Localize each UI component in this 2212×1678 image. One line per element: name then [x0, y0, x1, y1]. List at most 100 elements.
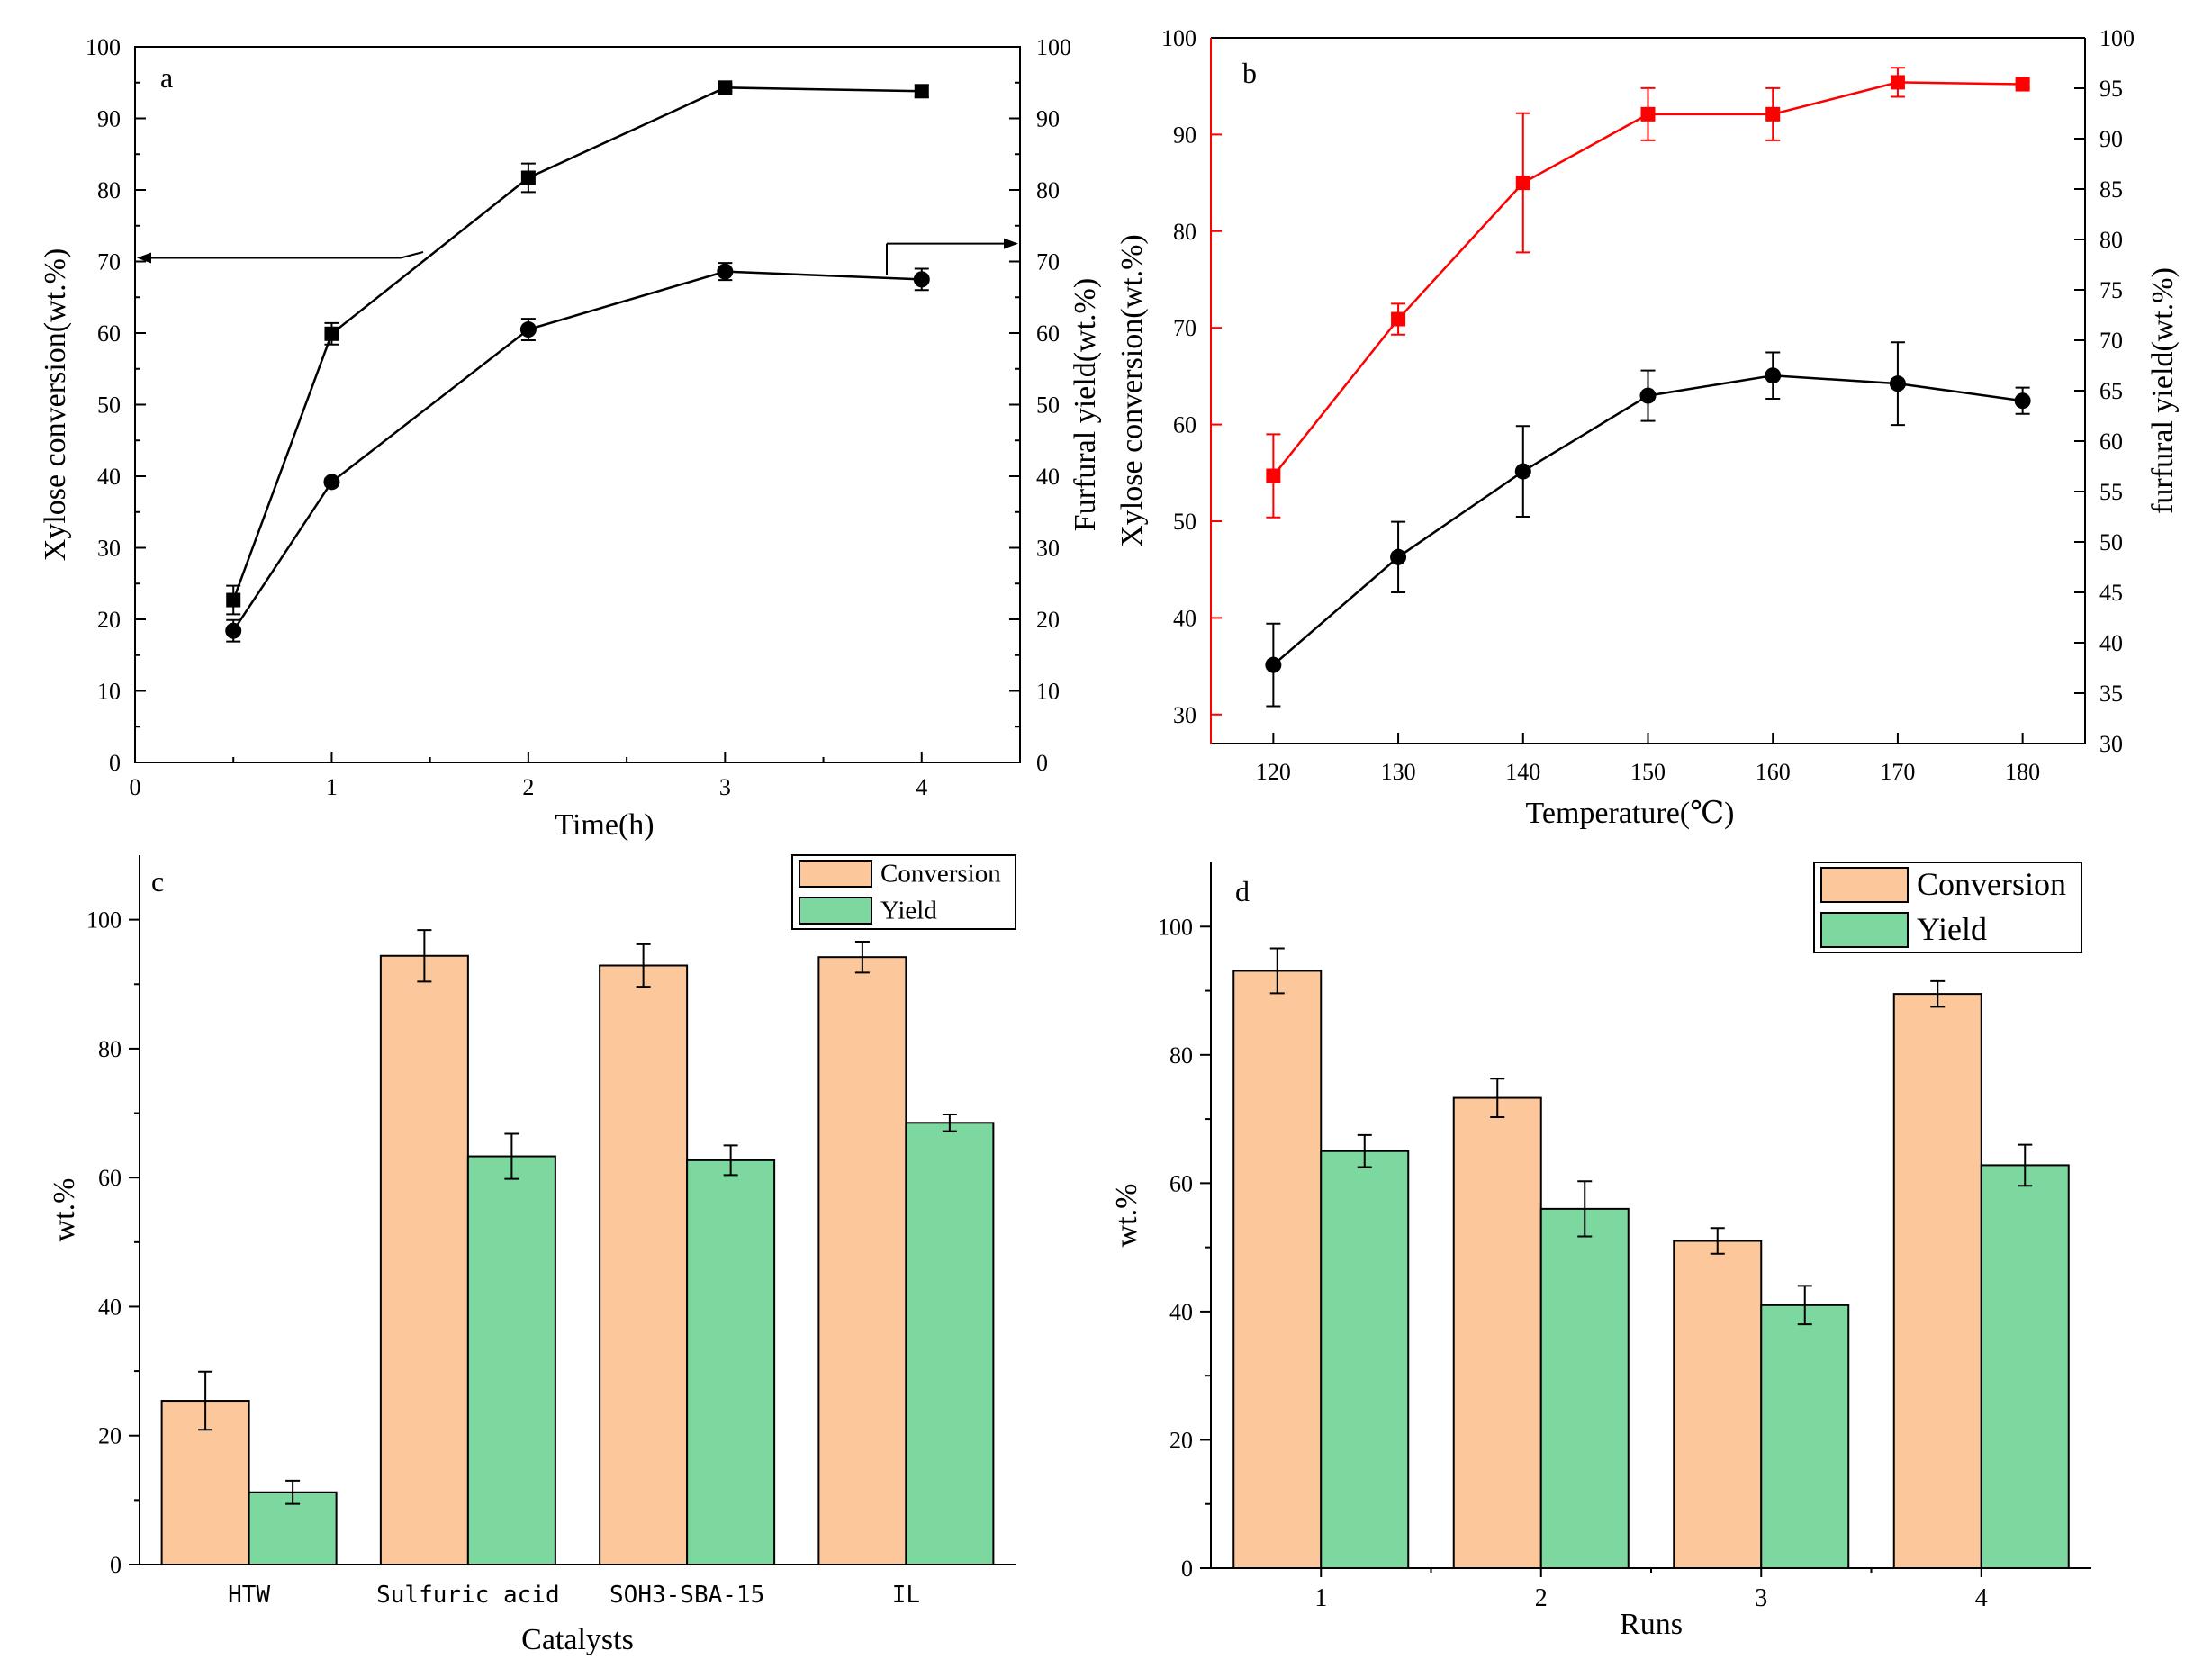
panel-b-left-tick-label: 100 — [1161, 25, 1196, 51]
panel-b-data-point — [1514, 463, 1531, 480]
panel-a-right-tick-label: 70 — [1036, 249, 1060, 275]
panel-a-right-tick-label: 20 — [1036, 607, 1060, 633]
panel-a-right-tick-label: 50 — [1036, 392, 1060, 419]
panel-b-right-tick-label: 80 — [2099, 227, 2123, 253]
panel-d-y-tick-label: 20 — [1169, 1427, 1193, 1453]
panel-b-right-tick-label: 60 — [2099, 429, 2123, 455]
panel-a-left-tick-label: 40 — [97, 464, 121, 490]
panel-b-right-tick-label: 90 — [2099, 126, 2123, 152]
panel-a-data-point — [914, 84, 929, 99]
panel-d-legend-swatch — [1820, 867, 1909, 903]
panel-a-right-axis-title: Furfural yield(wt.%) — [1069, 278, 1102, 531]
panel-b-data-point — [1640, 106, 1656, 122]
panel-a-right-tick-label: 0 — [1036, 750, 1048, 776]
panel-b-x-tick-label: 130 — [1381, 759, 1416, 785]
panel-b-data-point — [1890, 75, 1905, 90]
panel-b-right-axis-title: furfural yield(wt.%) — [2146, 267, 2180, 514]
panel-b-right-tick-label: 40 — [2099, 630, 2123, 656]
panel-a-right-tick-label: 10 — [1036, 679, 1060, 705]
panel-b-data-point — [1765, 106, 1781, 122]
panel-b-x-tick-label: 180 — [2005, 759, 2040, 785]
panel-d-y-tick-label: 80 — [1169, 1042, 1193, 1069]
panel-a-right-tick-label: 90 — [1036, 106, 1060, 132]
panel-b-left-tick-label: 70 — [1173, 315, 1196, 341]
panel-a-data-point — [323, 474, 340, 491]
panel-c-legend-swatch — [799, 897, 872, 925]
panel-a-data-point — [913, 271, 930, 288]
panel-b-left-tick-label: 40 — [1173, 605, 1196, 631]
panel-b-right-tick-label: 85 — [2099, 176, 2123, 203]
panel-a-x-tick-label: 3 — [719, 774, 731, 800]
panel-d-category-label: 3 — [1755, 1584, 1767, 1612]
panel-a-letter: a — [160, 61, 173, 94]
panel-c-y-tick-label: 100 — [86, 907, 122, 934]
panel-b-letter: b — [1242, 57, 1257, 89]
panel-d-legend-label: Conversion — [1917, 866, 2066, 902]
panel-c-y-axis-title: wt.% — [48, 1178, 81, 1242]
panel-a-left-tick-label: 20 — [97, 607, 121, 633]
panel-b-right-tick-label: 95 — [2099, 76, 2123, 102]
panel-a-left-axis-title: Xylose conversion(wt.%) — [39, 248, 72, 561]
panel-b-data-point — [2014, 392, 2031, 410]
panel-a-left-tick-label: 30 — [97, 536, 121, 562]
panel-a-left-tick-label: 100 — [86, 34, 121, 60]
panel-a-data-point — [324, 326, 339, 341]
panel-c-y-tick-label: 60 — [98, 1165, 122, 1191]
panel-a-left-tick-label: 70 — [97, 249, 121, 275]
panel-d-y-tick-label: 0 — [1181, 1556, 1193, 1582]
panel-a-x-axis-title: Time(h) — [555, 808, 654, 842]
panel-a-right-tick-label: 40 — [1036, 464, 1060, 490]
panel-a-data-point — [519, 321, 537, 338]
panel-c-legend-label: Yield — [880, 897, 937, 925]
panel-b-right-tick-label: 45 — [2099, 580, 2123, 606]
panel-c-legend-label: Conversion — [880, 860, 1001, 889]
panel-d-bar — [1452, 1096, 1542, 1569]
panel-a-left-arrow-head — [137, 252, 151, 264]
panel-a-right-tick-label: 80 — [1036, 177, 1060, 203]
panel-b-right-tick-label: 50 — [2099, 529, 2123, 555]
panel-d-bar — [1320, 1150, 1410, 1570]
panel-b-x-tick-label: 170 — [1880, 759, 1915, 785]
panel-a-data-point — [226, 592, 241, 608]
panel-b-data-point — [1266, 468, 1281, 483]
panel-b-left-tick-label: 90 — [1173, 122, 1196, 148]
panel-b-data-point — [1265, 656, 1282, 673]
panel-b-right-tick-label: 70 — [2099, 328, 2123, 354]
panel-d-y-axis-title: wt.% — [1110, 1184, 1143, 1248]
panel-d-category-label: 2 — [1535, 1584, 1548, 1612]
panel-d-bar — [1760, 1304, 1850, 1570]
panel-a-right-tick-label: 100 — [1036, 34, 1071, 60]
panel-b-left-tick-label: 60 — [1173, 412, 1196, 438]
panel-c-y-tick-label: 40 — [98, 1294, 122, 1320]
panel-b-right-tick-label: 65 — [2099, 378, 2123, 404]
panel-d-letter: d — [1235, 875, 1250, 907]
panel-a-right-tick-label: 30 — [1036, 536, 1060, 562]
panel-c-bar — [599, 964, 689, 1565]
panel-b-x-tick-label: 150 — [1630, 759, 1666, 785]
panel-a-line-chart: 0102030405060708090100010203040506070809… — [39, 34, 1102, 842]
panel-c-bar — [817, 956, 907, 1565]
panel-a-x-tick-label: 0 — [130, 774, 141, 800]
panel-d-y-tick-label: 100 — [1158, 914, 1193, 940]
panel-d-bar — [1892, 993, 1982, 1570]
panel-b-x-tick-label: 140 — [1505, 759, 1540, 785]
panel-b-right-tick-label: 55 — [2099, 479, 2123, 505]
panel-b-left-tick-label: 50 — [1173, 509, 1196, 535]
panel-c-category-label: Sulfuric acid — [376, 1582, 560, 1609]
panel-d-x-axis-title: Runs — [1620, 1608, 1683, 1641]
panel-b-right-tick-label: 35 — [2099, 681, 2123, 707]
panel-b-x-tick-label: 160 — [1756, 759, 1791, 785]
panel-a-data-point — [225, 622, 242, 639]
panel-b-left-axis-title: Xylose conversion(wt.%) — [1115, 234, 1149, 546]
panel-c-bar — [379, 954, 469, 1565]
panel-a-left-tick-label: 90 — [97, 106, 121, 132]
panel-a-right-tick-label: 60 — [1036, 320, 1060, 347]
panel-c-category-label: IL — [892, 1582, 920, 1609]
panel-d-bar-chart: 0 20 40 60 80 100 1 2 3 4 Conversion Yield d Runs wt.% — [1110, 862, 2091, 1641]
panel-c-category-label: HTW — [228, 1582, 270, 1609]
panel-d-y-tick-label: 40 — [1169, 1299, 1193, 1325]
panel-b-data-point — [1889, 375, 1906, 392]
panel-d-bar — [1673, 1240, 1763, 1569]
panel-a-data-point — [718, 80, 733, 95]
